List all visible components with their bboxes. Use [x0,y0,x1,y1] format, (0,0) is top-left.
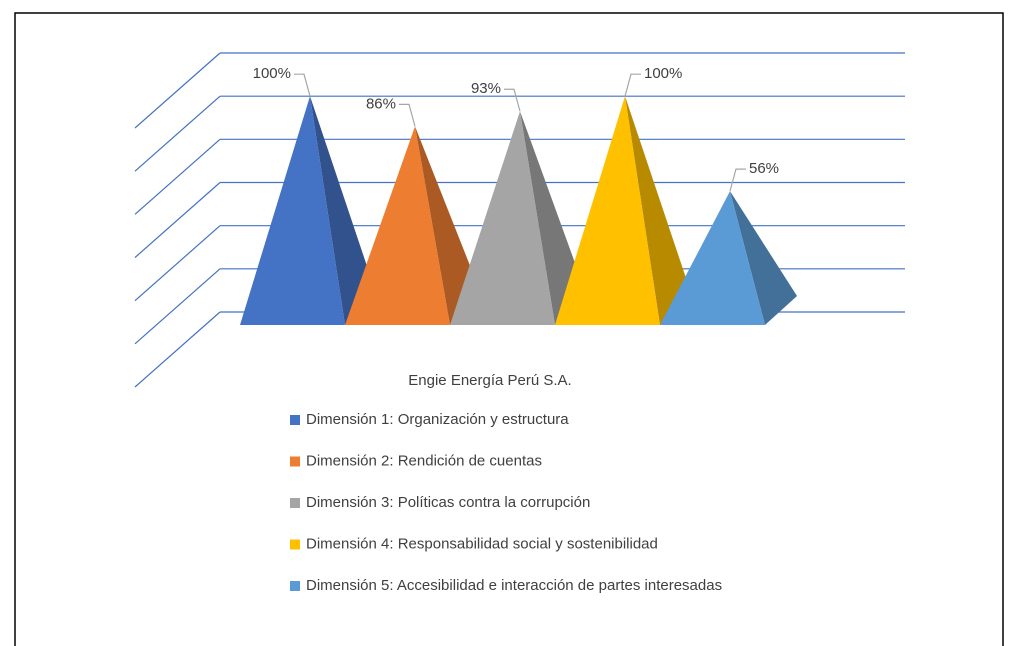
legend-swatch [290,581,300,591]
pyramid-side [625,96,692,326]
legend-entry: Dimensión 5: Accesibilidad e interacción… [306,577,722,594]
label-leader [399,103,416,127]
label-leader [294,73,311,97]
pyramid-side [415,126,482,325]
legend-entry: Dimensión 1: Organización y estructura [306,411,569,428]
legend-swatch [290,498,300,508]
grid-line-side [134,311,221,388]
pyramid-side [730,191,797,325]
pyramid-front [240,96,345,326]
category-label: Engie Energía Perú S.A. [408,372,571,389]
data-label: 100% [644,65,682,82]
pyramid-front [450,111,555,326]
label-leader [504,88,521,112]
data-label: 93% [471,80,501,97]
grid-line-side [134,138,221,215]
data-label: 56% [749,160,779,177]
label-leader [729,168,746,192]
grid-line-side [134,95,221,172]
grid-line-side [134,182,221,258]
grid-line-side [134,52,221,129]
pyramid-front [345,126,450,325]
legend-entry: Dimensión 4: Responsabilidad social y so… [306,535,658,552]
legend-swatch [290,456,300,467]
pyramid-front [555,96,660,326]
grid-line-side [134,225,221,302]
data-label: 100% [253,65,291,82]
chart-frame [14,12,1004,646]
legend-entry: Dimensión 3: Políticas contra la corrupc… [306,494,590,511]
legend-swatch [290,415,300,425]
pyramid-front [660,191,765,325]
pyramid-side [310,96,377,326]
pyramid-side [520,111,587,326]
legend-swatch [290,539,300,550]
legend-entry: Dimensión 2: Rendición de cuentas [306,452,542,469]
grid-line-side [134,268,221,345]
label-leader [624,73,641,97]
data-label: 86% [366,95,396,112]
